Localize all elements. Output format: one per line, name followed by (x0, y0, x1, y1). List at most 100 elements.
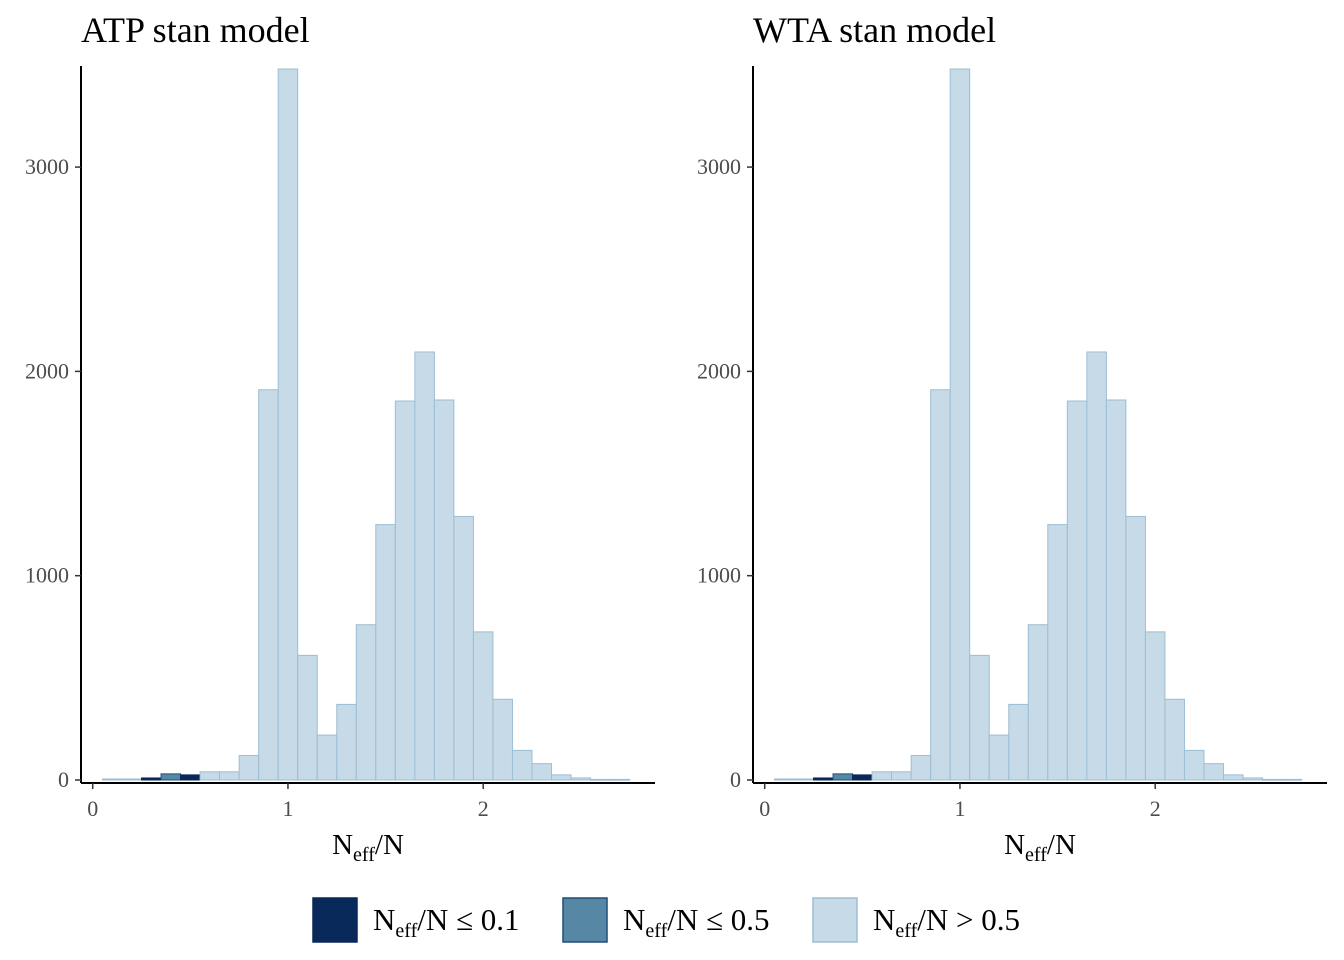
histogram-bar (472, 631, 494, 781)
histogram-bar (1008, 703, 1029, 781)
legend-label-subscript: eff (895, 920, 917, 942)
histogram-bar (1027, 624, 1049, 781)
legend-label-tail: /N ≤ 0.1 (417, 902, 519, 937)
histogram-bar (852, 774, 873, 781)
legend-label-tail: /N > 0.5 (917, 902, 1020, 937)
histogram-bar (773, 778, 795, 781)
legend-label-subscript: eff (645, 920, 667, 942)
histogram-bar (1066, 400, 1088, 781)
histogram-bar (180, 774, 201, 781)
legend-item: Neff/N ≤ 0.1 (312, 897, 520, 943)
legend-item: Neff/N ≤ 0.5 (562, 897, 770, 943)
histogram-bar (1223, 774, 1244, 781)
histogram-bar (511, 749, 533, 781)
histogram-bar (433, 399, 455, 781)
chart-title: WTA stan model (753, 10, 996, 50)
y-tick-label: 2000 (25, 358, 69, 383)
histogram-bar (949, 68, 971, 781)
histogram-bar (590, 778, 611, 781)
histogram-bar (1144, 631, 1166, 781)
y-tick-label: 3000 (697, 154, 741, 179)
histogram-bar (297, 654, 318, 781)
histogram-bar (277, 68, 299, 781)
x-axis-title-main: N (1004, 829, 1025, 861)
histogram-bar (394, 400, 416, 781)
y-tick-label: 1000 (25, 563, 69, 588)
histogram-bar (492, 698, 513, 781)
histogram-bar (1047, 524, 1068, 781)
histogram-bar (453, 515, 474, 781)
histogram-bar (375, 524, 396, 781)
histogram-bar (910, 754, 932, 781)
histogram-bar (609, 778, 631, 781)
x-axis-title: Neff/N (332, 829, 404, 866)
y-tick-label: 0 (730, 767, 741, 792)
legend-label-main: N (373, 902, 395, 937)
histogram-bar (1125, 515, 1146, 781)
histogram-bar (1242, 777, 1264, 781)
histogram-bar (1164, 698, 1185, 781)
histogram-bar (199, 771, 221, 781)
bars (101, 68, 631, 781)
histogram-bar (121, 778, 143, 781)
x-tick-label: 1 (954, 796, 965, 821)
histogram-bar (238, 754, 260, 781)
x-axis-title-subscript: eff (1025, 844, 1047, 866)
legend-label-main: N (873, 902, 895, 937)
x-tick-label: 0 (87, 796, 98, 821)
x-tick-label: 2 (478, 796, 489, 821)
y-tick-label: 2000 (697, 358, 741, 383)
legend-key (312, 897, 358, 943)
histogram-bar (1183, 749, 1205, 781)
histogram-bar (832, 773, 854, 781)
x-axis-title-subscript: eff (353, 844, 375, 866)
x-axis-title-main: N (332, 829, 353, 861)
bars (773, 68, 1303, 781)
histogram-bar (1203, 763, 1225, 781)
wta-panel: WTA stan model 0 1000 2000 3000 0 1 2 Neff/N (697, 10, 1327, 866)
legend-label: Neff/N ≤ 0.1 (373, 902, 520, 942)
x-tick-label: 1 (282, 796, 293, 821)
legend-label-tail: /N ≤ 0.5 (667, 902, 769, 937)
histogram-bar (160, 773, 182, 781)
histogram-bar (141, 777, 162, 781)
histogram-bar (531, 763, 553, 781)
legend-label-main: N (623, 902, 645, 937)
legend-item: Neff/N > 0.5 (812, 897, 1020, 943)
histogram-bar (871, 771, 893, 781)
y-tick-label: 0 (58, 767, 69, 792)
histogram-bar (1281, 778, 1303, 781)
histogram-bar (258, 389, 279, 781)
histogram-bar (336, 703, 357, 781)
legend-label: Neff/N > 0.5 (873, 902, 1020, 942)
histogram-bar (551, 774, 572, 781)
histogram-bar (930, 389, 951, 781)
chart-title: ATP stan model (81, 10, 310, 50)
atp-panel: ATP stan model 0 1000 2000 3000 0 1 2 Neff/N (25, 10, 655, 866)
histogram-bar (1262, 778, 1283, 781)
x-tick-label: 2 (1150, 796, 1161, 821)
histogram-bar (891, 771, 912, 781)
histogram-bar (355, 624, 377, 781)
y-tick-label: 1000 (697, 563, 741, 588)
histogram-bar (813, 777, 834, 781)
x-axis-title-tail: /N (1047, 829, 1076, 861)
histogram-bar (570, 777, 592, 781)
x-axis-title: Neff/N (1004, 829, 1076, 866)
legend: Neff/N ≤ 0.1 Neff/N ≤ 0.5 Neff/N > 0.5 (312, 897, 1020, 943)
legend-label-subscript: eff (395, 920, 417, 942)
legend-key (562, 897, 608, 943)
x-tick-label: 0 (759, 796, 770, 821)
histogram-bar (1105, 399, 1127, 781)
histogram-bar (793, 778, 815, 781)
y-tick-label: 3000 (25, 154, 69, 179)
histogram-bar (414, 351, 435, 781)
histogram-bar (969, 654, 990, 781)
histogram-bar (316, 734, 338, 781)
legend-label: Neff/N ≤ 0.5 (623, 902, 770, 942)
histogram-bar (219, 771, 240, 781)
x-axis-title-tail: /N (375, 829, 404, 861)
histogram-bar (1086, 351, 1107, 781)
histogram-bar (988, 734, 1010, 781)
